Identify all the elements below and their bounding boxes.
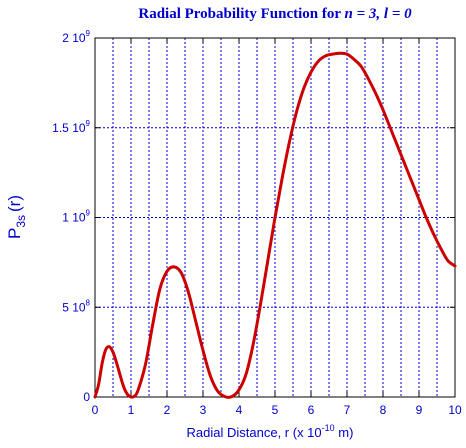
title-n-var: n [345, 6, 353, 22]
x-axis-label: Radial Distance, r (x 10-10 m) [187, 423, 354, 440]
y-tick-label: 1 109 [62, 209, 90, 225]
y-tick-exponent: 9 [86, 29, 91, 38]
x-label-main: Radial Distance, r (x 10 [187, 425, 322, 440]
y-tick-label: 5 108 [62, 298, 90, 314]
y-tick-exponent: 9 [86, 209, 91, 218]
x-label-unit: m) [335, 425, 354, 440]
y-tick-label: 0 [83, 390, 90, 404]
x-tick-label: 1 [128, 403, 135, 417]
y-tick-exponent: 8 [86, 298, 91, 307]
x-label-exp: -10 [322, 423, 335, 433]
y-tick-mantissa: 5 10 [62, 300, 86, 314]
title-l-var: l [384, 6, 389, 22]
x-tick-labels: 0 1 2 3 4 5 6 7 8 9 10 [92, 403, 462, 417]
title-l-eq: = 0 [388, 6, 412, 22]
title-prefix: Radial Probability Function for [138, 6, 344, 22]
x-tick-label: 9 [416, 403, 423, 417]
x-tick-label: 0 [92, 403, 99, 417]
x-tick-label: 6 [308, 403, 315, 417]
x-tick-label: 3 [200, 403, 207, 417]
x-tick-label: 7 [344, 403, 351, 417]
y-tick-mantissa: 0 [83, 390, 90, 404]
x-tick-label: 10 [448, 403, 462, 417]
y-tick-mantissa: 2 10 [62, 31, 86, 45]
title-n-eq: = 3, [353, 6, 384, 22]
y-tick-label: 1.5 109 [52, 119, 90, 135]
y-axis-label: P3s (r) [5, 195, 28, 239]
p3s-curve [93, 51, 457, 399]
x-tick-label: 8 [380, 403, 387, 417]
x-tick-label: 2 [164, 403, 171, 417]
y-label-sub: 3s [14, 215, 28, 228]
x-tick-label: 5 [272, 403, 279, 417]
y-tick-label: 2 109 [62, 29, 90, 45]
chart-title: Radial Probability Function for n = 3, l… [138, 6, 412, 22]
y-label-arg: (r) [5, 195, 24, 212]
y-tick-mantissa: 1.5 10 [52, 121, 86, 135]
y-label-p: P [5, 228, 24, 239]
y-tick-exponent: 9 [86, 119, 91, 128]
x-tick-label: 4 [236, 403, 243, 417]
y-tick-mantissa: 1 10 [62, 211, 86, 225]
